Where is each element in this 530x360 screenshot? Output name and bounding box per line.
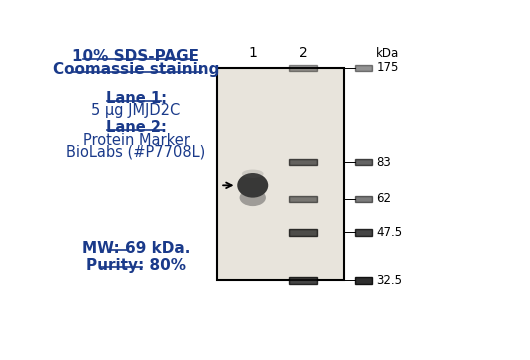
Text: kDa: kDa — [376, 48, 400, 60]
Text: 175: 175 — [376, 61, 399, 74]
FancyBboxPatch shape — [355, 65, 373, 71]
FancyBboxPatch shape — [355, 276, 373, 284]
Text: 47.5: 47.5 — [376, 226, 402, 239]
FancyBboxPatch shape — [289, 229, 317, 236]
Text: 32.5: 32.5 — [376, 274, 402, 287]
FancyBboxPatch shape — [355, 229, 373, 236]
FancyBboxPatch shape — [289, 65, 317, 71]
Ellipse shape — [242, 170, 263, 178]
Text: 10% SDS-PAGE: 10% SDS-PAGE — [73, 49, 199, 64]
Text: Lane 2:: Lane 2: — [105, 120, 166, 135]
FancyBboxPatch shape — [289, 276, 317, 284]
Text: MW: 69 kDa.: MW: 69 kDa. — [82, 241, 190, 256]
FancyBboxPatch shape — [289, 158, 317, 166]
Text: 5 μg JMJD2C: 5 μg JMJD2C — [91, 103, 181, 118]
Text: 2: 2 — [299, 46, 307, 60]
Text: Purity: 80%: Purity: 80% — [86, 258, 186, 273]
FancyBboxPatch shape — [289, 196, 317, 202]
Ellipse shape — [240, 189, 266, 206]
Text: Lane 1:: Lane 1: — [105, 91, 166, 106]
Text: BioLabs (#P7708L): BioLabs (#P7708L) — [66, 145, 206, 160]
Text: 83: 83 — [376, 156, 391, 168]
Text: 1: 1 — [249, 46, 257, 60]
Text: 62: 62 — [376, 192, 391, 205]
Text: Protein Marker: Protein Marker — [83, 132, 189, 148]
Text: Coomassie staining: Coomassie staining — [53, 62, 219, 77]
FancyBboxPatch shape — [355, 196, 373, 202]
Ellipse shape — [237, 173, 268, 198]
FancyBboxPatch shape — [217, 68, 343, 280]
FancyBboxPatch shape — [355, 159, 373, 165]
